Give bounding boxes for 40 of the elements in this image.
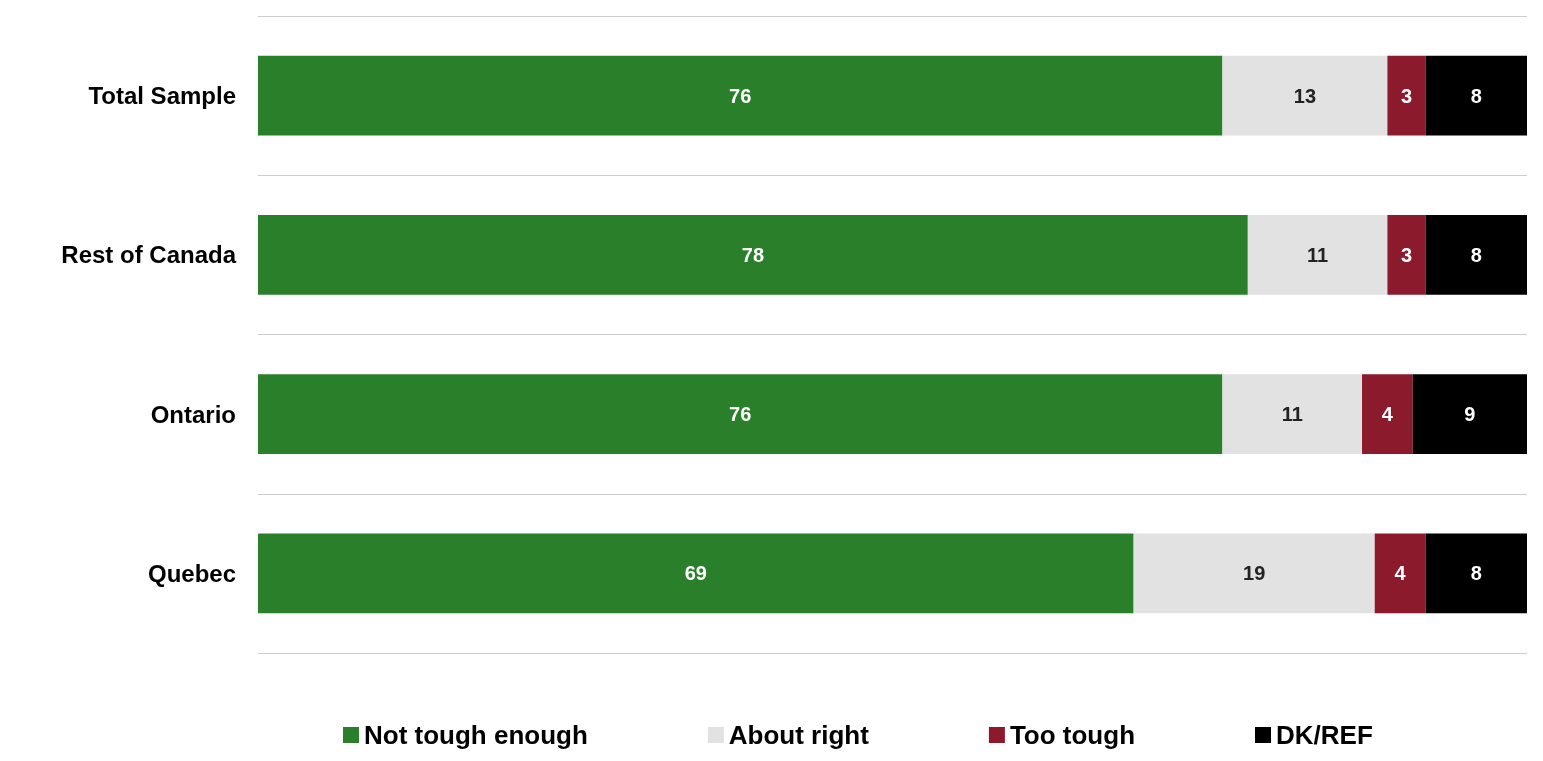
data-label: 4 [1381, 403, 1394, 426]
data-label: 11 [1281, 403, 1303, 426]
legend-label: Not tough enough [364, 720, 588, 750]
data-label: 4 [1394, 562, 1407, 585]
bar [258, 374, 1223, 454]
data-label: 8 [1470, 243, 1482, 266]
data-label: 3 [1400, 84, 1413, 107]
bar [1133, 533, 1375, 614]
data-label: 78 [741, 243, 765, 266]
bar [1425, 55, 1527, 136]
bar [1362, 374, 1413, 454]
bar [1222, 55, 1388, 136]
data-label: 76 [729, 84, 752, 107]
y-tick-label: Ontario [150, 400, 236, 428]
y-tick-label: Rest of Canada [61, 241, 237, 269]
data-label: 19 [1243, 562, 1266, 585]
bar [1412, 374, 1527, 454]
bar [1374, 533, 1426, 614]
data-label: 3 [1400, 243, 1413, 266]
data-label: 69 [684, 562, 707, 585]
y-tick-label: Quebec [147, 559, 236, 587]
bar [1425, 215, 1527, 295]
data-label: 8 [1470, 562, 1482, 585]
bar [258, 215, 1248, 295]
bar [1425, 533, 1527, 614]
data-label: 11 [1307, 243, 1329, 266]
bar [258, 55, 1223, 136]
bar [1387, 215, 1426, 295]
data-label: 9 [1464, 403, 1476, 426]
bar [1222, 374, 1363, 454]
data-label: 8 [1470, 84, 1482, 107]
data-label: 76 [729, 403, 752, 426]
bar [258, 533, 1134, 614]
legend-label: Too tough [1009, 720, 1136, 750]
legend-label: About right [728, 720, 870, 750]
bar [1387, 55, 1426, 136]
legend-label: DK/REF [1276, 720, 1373, 750]
data-label: 13 [1293, 84, 1317, 107]
bar [1247, 215, 1388, 295]
y-tick-label: Total Sample [88, 82, 236, 110]
